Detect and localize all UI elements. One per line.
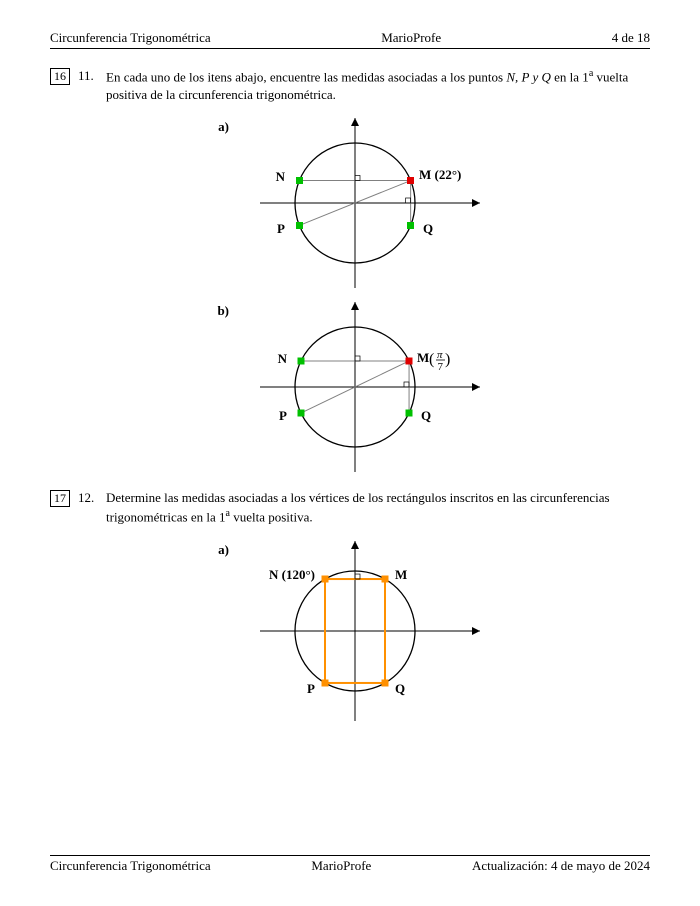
svg-text:π: π	[437, 349, 443, 361]
footer-right: Actualización: 4 de mayo de 2024	[472, 858, 650, 874]
y-arrow-icon	[351, 118, 359, 126]
svg-text:(: (	[429, 351, 434, 368]
y-arrow-icon	[351, 302, 359, 310]
right-angle-right	[406, 198, 411, 203]
p11-text-a: En cada uno de los itens abajo, encuentr…	[106, 69, 506, 84]
label-p: P	[277, 221, 285, 236]
problem-12-text: Determine las medidas asociadas a los vé…	[106, 489, 650, 525]
point-p	[296, 222, 303, 229]
label-q: Q	[395, 681, 405, 696]
vertex-q	[382, 679, 389, 686]
point-n	[296, 177, 303, 184]
point-p	[298, 410, 305, 417]
problem-11: 16 11. En cada uno de los itens abajo, e…	[50, 67, 650, 103]
vertex-m	[382, 575, 389, 582]
label-p: P	[307, 681, 315, 696]
page-footer: Circunferencia Trigonométrica MarioProfe…	[50, 855, 650, 876]
figure-11a-wrap: a)	[50, 111, 650, 479]
right-angle-right	[404, 382, 409, 387]
problem-box-16: 16	[50, 68, 70, 85]
vertex-p	[322, 679, 329, 686]
page-content: 16 11. En cada uno de los itens abajo, e…	[50, 49, 650, 728]
figure-12a-wrap: a)	[50, 534, 650, 728]
figure-12a-svg: N (120°) M P Q	[235, 536, 495, 726]
page: Circunferencia Trigonométrica MarioProfe…	[0, 0, 700, 906]
right-angle-top	[355, 176, 360, 181]
label-m: M ( π 7 )	[417, 349, 450, 373]
point-q	[407, 222, 414, 229]
right-angle-top	[355, 356, 360, 361]
figure-11a-block: a)	[205, 113, 495, 293]
vertex-n	[322, 575, 329, 582]
x-arrow-icon	[472, 627, 480, 635]
header-left: Circunferencia Trigonométrica	[50, 30, 211, 46]
problem-number-12: 12.	[78, 490, 98, 506]
point-m	[406, 358, 413, 365]
problem-number-11: 11.	[78, 68, 98, 84]
header-center: MarioProfe	[381, 30, 441, 46]
page-header: Circunferencia Trigonométrica MarioProfe…	[50, 30, 650, 49]
header-right: 4 de 18	[612, 30, 650, 46]
figure-12a-block: a)	[205, 536, 495, 726]
p12-text-b: vuelta positiva.	[230, 509, 313, 524]
label-q: Q	[421, 408, 431, 423]
p12-text-a: Determine las medidas asociadas a los vé…	[106, 490, 610, 524]
figure-11b-label: b)	[205, 297, 229, 319]
figure-11a-label: a)	[205, 113, 229, 135]
footer-center: MarioProfe	[311, 858, 371, 874]
label-n: N	[276, 169, 286, 184]
figure-11a-svg: N P Q M (22°)	[235, 113, 495, 293]
point-q	[406, 410, 413, 417]
x-arrow-icon	[472, 199, 480, 207]
p11-vars: N, P y Q	[506, 69, 551, 84]
label-q: Q	[423, 221, 433, 236]
p11-text-b: en la 1	[551, 69, 589, 84]
figure-11b-svg: N P Q M ( π 7 )	[235, 297, 495, 477]
footer-left: Circunferencia Trigonométrica	[50, 858, 211, 874]
label-m: M	[395, 567, 407, 582]
figure-12a-label: a)	[205, 536, 229, 558]
figure-11b-block: b)	[205, 297, 495, 477]
point-m	[407, 177, 414, 184]
svg-text:): )	[445, 351, 450, 368]
point-n	[298, 358, 305, 365]
x-arrow-icon	[472, 383, 480, 391]
svg-text:M: M	[417, 350, 429, 365]
label-p: P	[279, 408, 287, 423]
problem-11-text: En cada uno de los itens abajo, encuentr…	[106, 67, 650, 103]
label-m: M (22°)	[419, 167, 461, 182]
problem-box-17: 17	[50, 490, 70, 507]
label-n: N (120°)	[269, 567, 315, 582]
problem-12: 17 12. Determine las medidas asociadas a…	[50, 489, 650, 525]
y-arrow-icon	[351, 541, 359, 549]
svg-text:7: 7	[438, 361, 444, 373]
label-n: N	[278, 351, 288, 366]
